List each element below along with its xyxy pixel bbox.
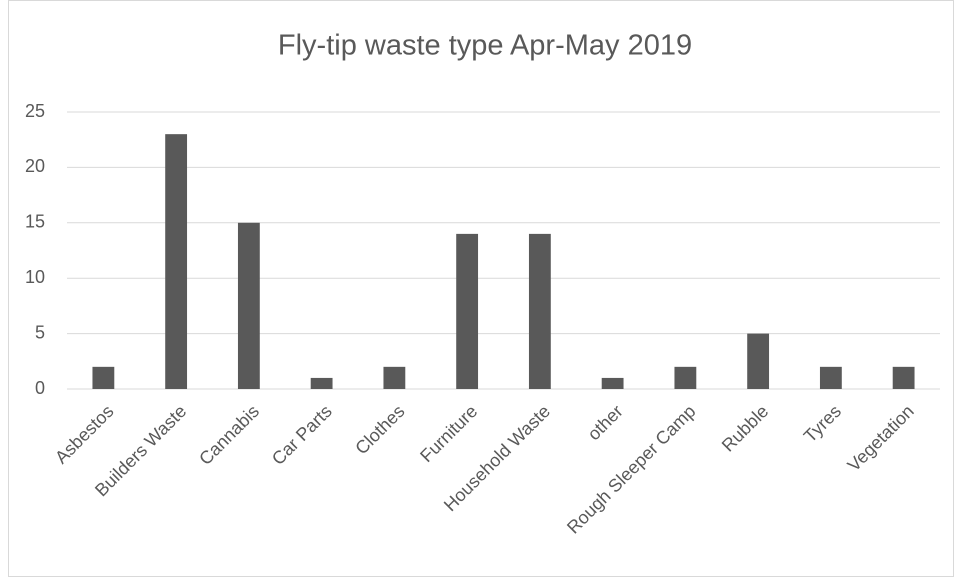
bar — [747, 333, 770, 389]
bar — [674, 366, 697, 389]
y-tick-label: 25 — [25, 101, 45, 121]
bar — [819, 366, 842, 389]
bar — [310, 377, 333, 389]
bar — [165, 134, 188, 389]
y-tick-label: 0 — [35, 378, 45, 398]
bar — [892, 366, 915, 389]
bar — [383, 366, 406, 389]
y-tick-label: 20 — [25, 156, 45, 176]
y-tick-label: 5 — [35, 322, 45, 342]
bar — [456, 233, 479, 389]
chart-frame — [8, 0, 954, 577]
y-tick-label: 15 — [25, 212, 45, 232]
bar — [237, 222, 260, 389]
y-tick-label: 10 — [25, 267, 45, 287]
chart-title: Fly-tip waste type Apr-May 2019 — [278, 30, 692, 62]
bar — [528, 233, 551, 389]
bar — [601, 377, 624, 389]
bar — [92, 366, 115, 389]
